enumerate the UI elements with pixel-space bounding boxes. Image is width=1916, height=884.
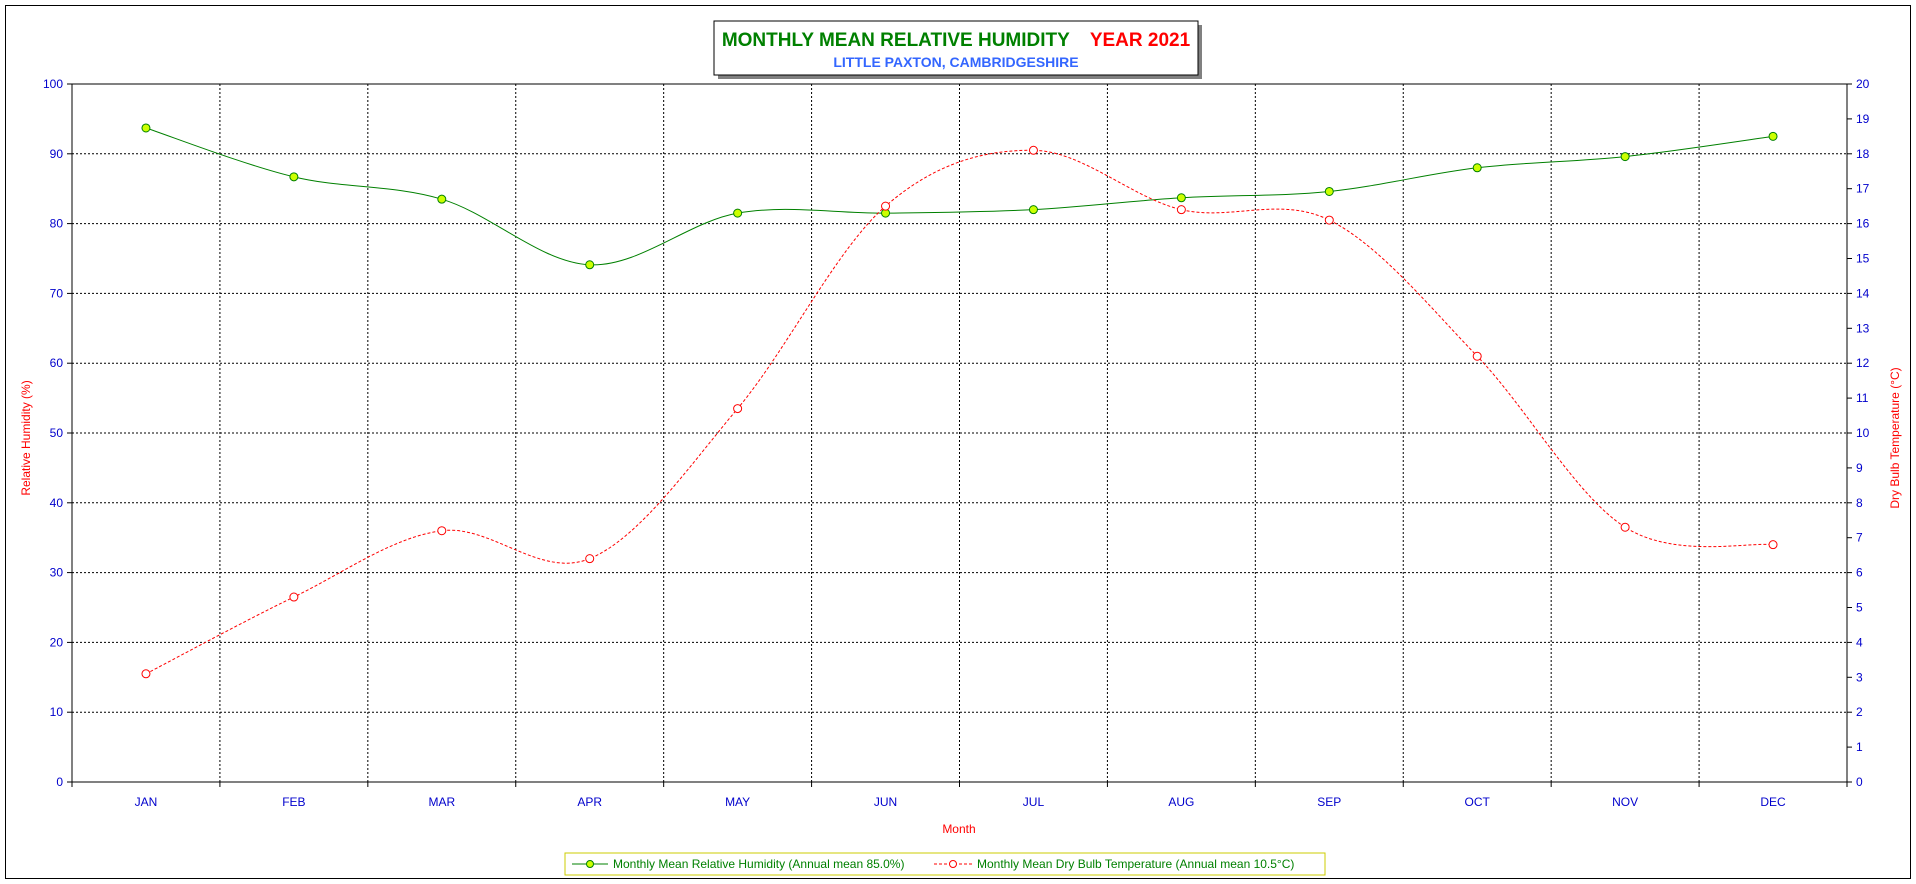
y-tick-label-left: 50: [50, 426, 64, 440]
legend-entry-temperature: Monthly Mean Dry Bulb Temperature (Annua…: [977, 857, 1294, 871]
data-point-temperature: [585, 554, 595, 564]
y-tick-label-left: 70: [50, 286, 64, 300]
y-tick-label-right: 4: [1856, 635, 1863, 649]
data-point-temperature: [437, 526, 447, 536]
legend: Monthly Mean Relative Humidity (Annual m…: [564, 852, 1326, 876]
data-point-humidity: [1028, 205, 1038, 215]
data-point-temperature: [1028, 145, 1038, 155]
y-tick-label-right: 14: [1856, 286, 1870, 300]
plot-area-border: [71, 83, 1848, 783]
chart-title: MONTHLY MEAN RELATIVE HUMIDITY YEAR 2021: [722, 30, 1191, 51]
legend-marker-temperature: [949, 860, 957, 868]
data-point-temperature: [1324, 215, 1334, 225]
x-tick-label: APR: [577, 795, 602, 809]
y-tick-label-right: 3: [1856, 670, 1863, 684]
y-tick-label-left: 60: [50, 356, 64, 370]
y-tick-label-right: 16: [1856, 217, 1870, 231]
series-line-temperature: [145, 149, 1774, 675]
chart-subtitle: LITTLE PAXTON, CAMBRIDGESHIRE: [833, 54, 1078, 70]
y-tick-label-right: 2: [1856, 705, 1863, 719]
y-axis-label-left: Relative Humidity (%): [19, 380, 33, 495]
data-point-humidity: [585, 260, 595, 270]
y-tick-label-right: 13: [1856, 321, 1870, 335]
y-tick-label-right: 6: [1856, 566, 1863, 580]
series-line-humidity: [145, 127, 1774, 266]
x-tick-label: JAN: [135, 795, 158, 809]
y-tick-label-left: 0: [56, 775, 63, 789]
x-tick-label: JUN: [874, 795, 897, 809]
y-tick-label-right: 7: [1856, 531, 1863, 545]
data-point-temperature: [289, 592, 299, 602]
y-tick-label-right: 20: [1856, 77, 1870, 91]
data-point-humidity: [437, 194, 447, 204]
y-tick-label-right: 10: [1856, 426, 1870, 440]
y-tick-label-right: 1: [1856, 740, 1863, 754]
y-tick-label-right: 19: [1856, 112, 1870, 126]
legend-marker-humidity: [586, 860, 594, 868]
series-layer: [141, 123, 1778, 679]
data-point-humidity: [1324, 186, 1334, 196]
data-point-humidity: [1620, 152, 1630, 162]
grid-layer: [72, 84, 1847, 782]
data-point-temperature: [733, 404, 743, 414]
y-tick-label-left: 90: [50, 147, 64, 161]
data-point-temperature: [1176, 205, 1186, 215]
y-tick-label-right: 17: [1856, 182, 1870, 196]
data-point-temperature: [1472, 351, 1482, 361]
x-tick-label: AUG: [1168, 795, 1194, 809]
chart-title-main: MONTHLY MEAN RELATIVE HUMIDITY: [722, 30, 1070, 51]
y-tick-label-left: 100: [43, 77, 63, 91]
y-tick-label-right: 15: [1856, 252, 1870, 266]
y-tick-label-left: 40: [50, 496, 64, 510]
axes-layer: 0102030405060708090100012345678910111213…: [43, 77, 1870, 809]
y-tick-label-left: 20: [50, 635, 64, 649]
data-point-humidity: [733, 208, 743, 218]
data-point-humidity: [289, 172, 299, 182]
x-axis-label: Month: [942, 822, 975, 836]
y-tick-label-right: 8: [1856, 496, 1863, 510]
y-tick-label-right: 9: [1856, 461, 1863, 475]
y-tick-label-left: 30: [50, 566, 64, 580]
x-tick-label: SEP: [1317, 795, 1341, 809]
y-tick-label-right: 18: [1856, 147, 1870, 161]
y-axis-label-right: Dry Bulb Temperature (°C): [1888, 367, 1902, 508]
y-tick-label-right: 5: [1856, 601, 1863, 615]
y-tick-label-left: 10: [50, 705, 64, 719]
x-tick-label: MAY: [725, 795, 750, 809]
data-point-humidity: [1472, 163, 1482, 173]
data-point-temperature: [1768, 540, 1778, 550]
y-tick-label-right: 12: [1856, 356, 1870, 370]
y-tick-label-right: 11: [1856, 391, 1869, 405]
data-point-humidity: [1768, 131, 1778, 141]
legend-entry-humidity: Monthly Mean Relative Humidity (Annual m…: [613, 857, 904, 871]
x-tick-label: NOV: [1612, 795, 1638, 809]
chart-title-year: YEAR 2021: [1090, 30, 1191, 51]
data-point-temperature: [1620, 522, 1630, 532]
data-point-humidity: [1176, 193, 1186, 203]
y-tick-label-right: 0: [1856, 775, 1863, 789]
y-tick-label-left: 80: [50, 217, 64, 231]
x-tick-label: MAR: [428, 795, 455, 809]
data-point-humidity: [141, 123, 151, 133]
x-tick-label: OCT: [1465, 795, 1491, 809]
data-point-temperature: [881, 201, 891, 211]
x-tick-label: JUL: [1023, 795, 1045, 809]
x-tick-label: DEC: [1760, 795, 1786, 809]
x-tick-label: FEB: [282, 795, 305, 809]
title-box: MONTHLY MEAN RELATIVE HUMIDITY YEAR 2021 …: [713, 20, 1202, 79]
chart-frame: [5, 5, 1911, 879]
data-point-temperature: [141, 669, 151, 679]
